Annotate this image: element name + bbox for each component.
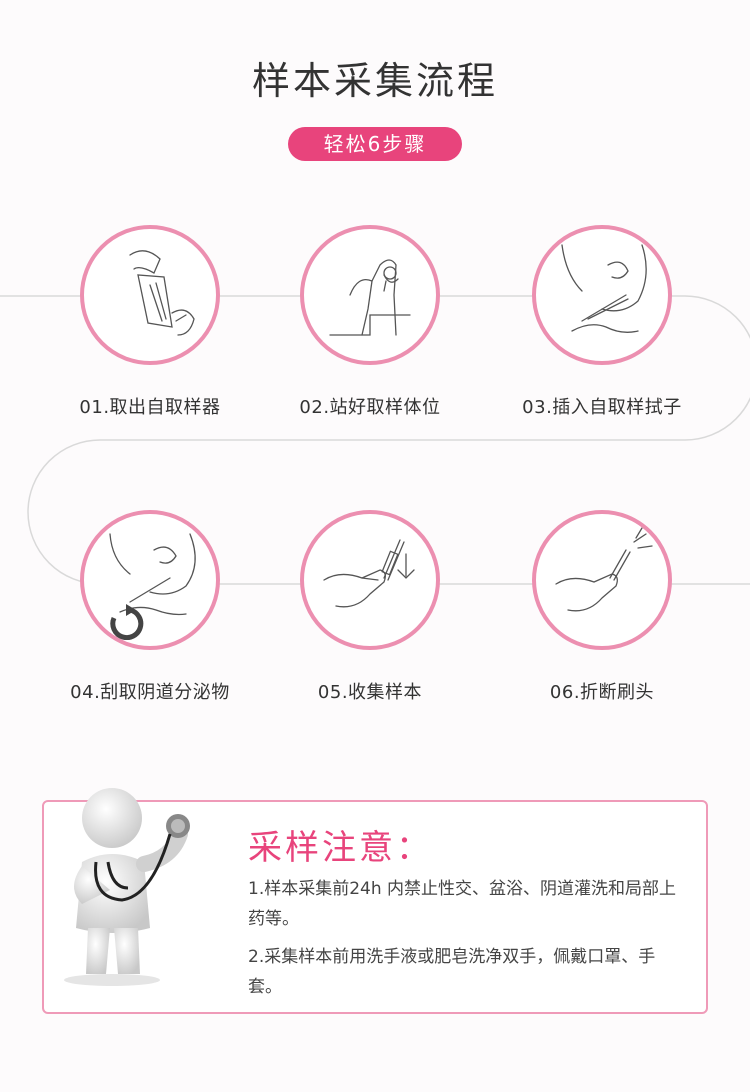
- notice-item-1: 1.样本采集前24h 内禁止性交、盆浴、阴道灌洗和局部上药等。: [248, 879, 677, 929]
- step-5-circle: [300, 510, 440, 650]
- step-4-label: 04.刮取阴道分泌物: [70, 682, 230, 703]
- standing-posture-icon: [329, 259, 411, 336]
- insert-swab-icon: [561, 244, 647, 333]
- step-3: 03.插入自取样拭子: [487, 225, 717, 419]
- step-4: 04.刮取阴道分泌物: [35, 510, 265, 704]
- step-1: 01.取出自取样器: [35, 225, 265, 419]
- collect-sample-icon: [323, 539, 415, 608]
- step-5-label: 05.收集样本: [317, 682, 423, 703]
- step-3-circle: [532, 225, 672, 365]
- notice-item-2: 2.采集样本前用洗手液或肥皂洗净双手，佩戴口罩、手套。: [248, 947, 656, 997]
- step-6-circle: [532, 510, 672, 650]
- step-1-label: 01.取出自取样器: [79, 397, 221, 418]
- step-4-circle: [80, 510, 220, 650]
- step-1-circle: [80, 225, 220, 365]
- step-5: 05.收集样本: [255, 510, 485, 704]
- doctor-figure-icon: [64, 788, 190, 986]
- swab-package-icon: [129, 250, 195, 336]
- step-6-label: 06.折断刷头: [549, 682, 655, 703]
- rotate-swab-icon: [109, 533, 196, 640]
- step-2-label: 02.站好取样体位: [299, 397, 441, 418]
- notice-title: 采样注意：: [248, 828, 433, 868]
- steps-badge: 轻松6步骤: [288, 127, 462, 161]
- page-title: 样本采集流程: [251, 59, 498, 103]
- break-brush-head-icon: [555, 527, 653, 612]
- step-2-circle: [300, 225, 440, 365]
- step-6: 06.折断刷头: [487, 510, 717, 704]
- step-3-label: 03.插入自取样拭子: [522, 397, 682, 418]
- step-2: 02.站好取样体位: [255, 225, 485, 419]
